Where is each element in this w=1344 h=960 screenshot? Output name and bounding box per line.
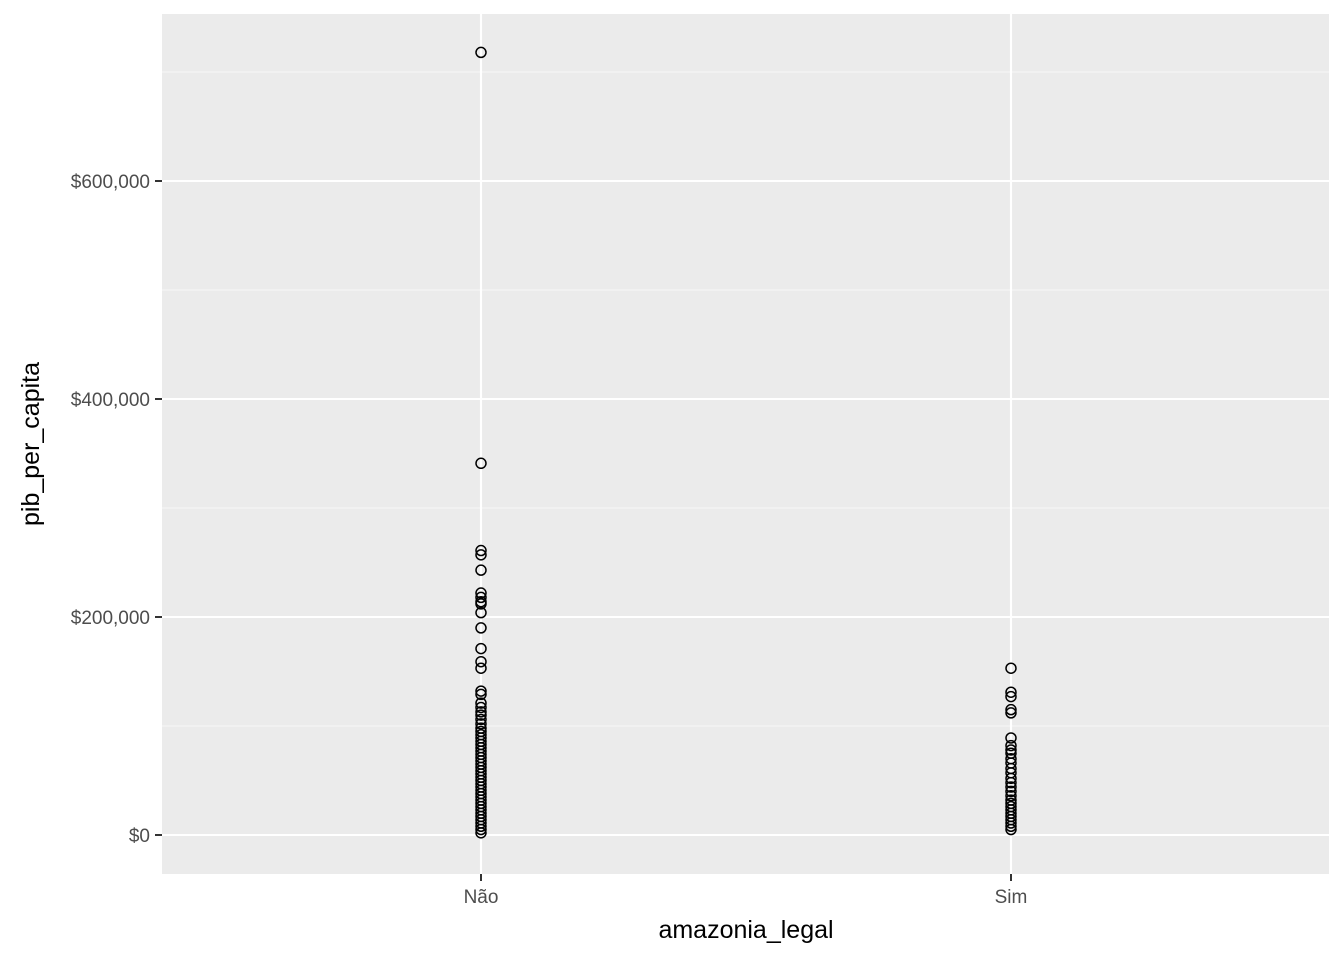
- data-point: [1005, 744, 1017, 756]
- data-point: [1005, 707, 1017, 719]
- data-point: [475, 549, 487, 561]
- data-point: [475, 622, 487, 634]
- data-point: [475, 606, 487, 619]
- data-point: [1005, 781, 1017, 793]
- data-point: [475, 457, 487, 470]
- y-axis-title: pib_per_capita: [17, 362, 45, 526]
- data-points: [475, 46, 1017, 839]
- y-tick-label: $200,000: [71, 608, 150, 629]
- data-point: [475, 701, 487, 714]
- data-point: [1005, 686, 1017, 698]
- data-point: [1005, 690, 1017, 703]
- data-point: [475, 697, 487, 709]
- x-tick-label: Sim: [995, 887, 1028, 908]
- data-point: [475, 46, 487, 59]
- data-point: [1005, 820, 1017, 833]
- data-point: [475, 587, 487, 599]
- data-point: [1005, 785, 1017, 798]
- data-point: [1005, 790, 1017, 802]
- y-axis: $0 $200,000 $400,000 $600,000: [71, 172, 162, 847]
- data-point: [475, 823, 487, 836]
- data-point: [475, 713, 487, 726]
- data-point: [475, 688, 487, 701]
- data-point: [1005, 776, 1017, 789]
- data-point: [1005, 739, 1017, 752]
- data-point: [1005, 732, 1017, 744]
- plot-panel: [162, 14, 1329, 874]
- y-tick-label: $0: [129, 826, 150, 847]
- minor-gridlines: [162, 71, 1329, 727]
- data-point: [1005, 703, 1017, 716]
- y-tick-label: $400,000: [71, 390, 150, 411]
- x-axis: Não Sim: [464, 874, 1028, 908]
- data-point: [475, 706, 487, 718]
- data-point: [475, 655, 487, 668]
- data-point: [1005, 823, 1017, 836]
- data-point: [475, 685, 487, 697]
- data-point: [475, 709, 487, 721]
- data-point: [475, 718, 487, 730]
- data-point: [475, 827, 487, 839]
- x-tick-label: Não: [464, 887, 499, 908]
- data-point: [1005, 662, 1017, 674]
- data-point: [1005, 772, 1017, 785]
- data-point: [475, 544, 487, 557]
- data-point: [475, 564, 487, 576]
- data-point: [475, 598, 487, 610]
- data-point: [475, 662, 487, 674]
- data-point: [475, 591, 487, 604]
- y-tick-label: $600,000: [71, 172, 150, 193]
- data-point: [475, 820, 487, 833]
- x-axis-title: amazonia_legal: [658, 916, 833, 944]
- major-gridlines: [162, 14, 1329, 874]
- data-point: [1005, 817, 1017, 829]
- data-point: [475, 642, 487, 655]
